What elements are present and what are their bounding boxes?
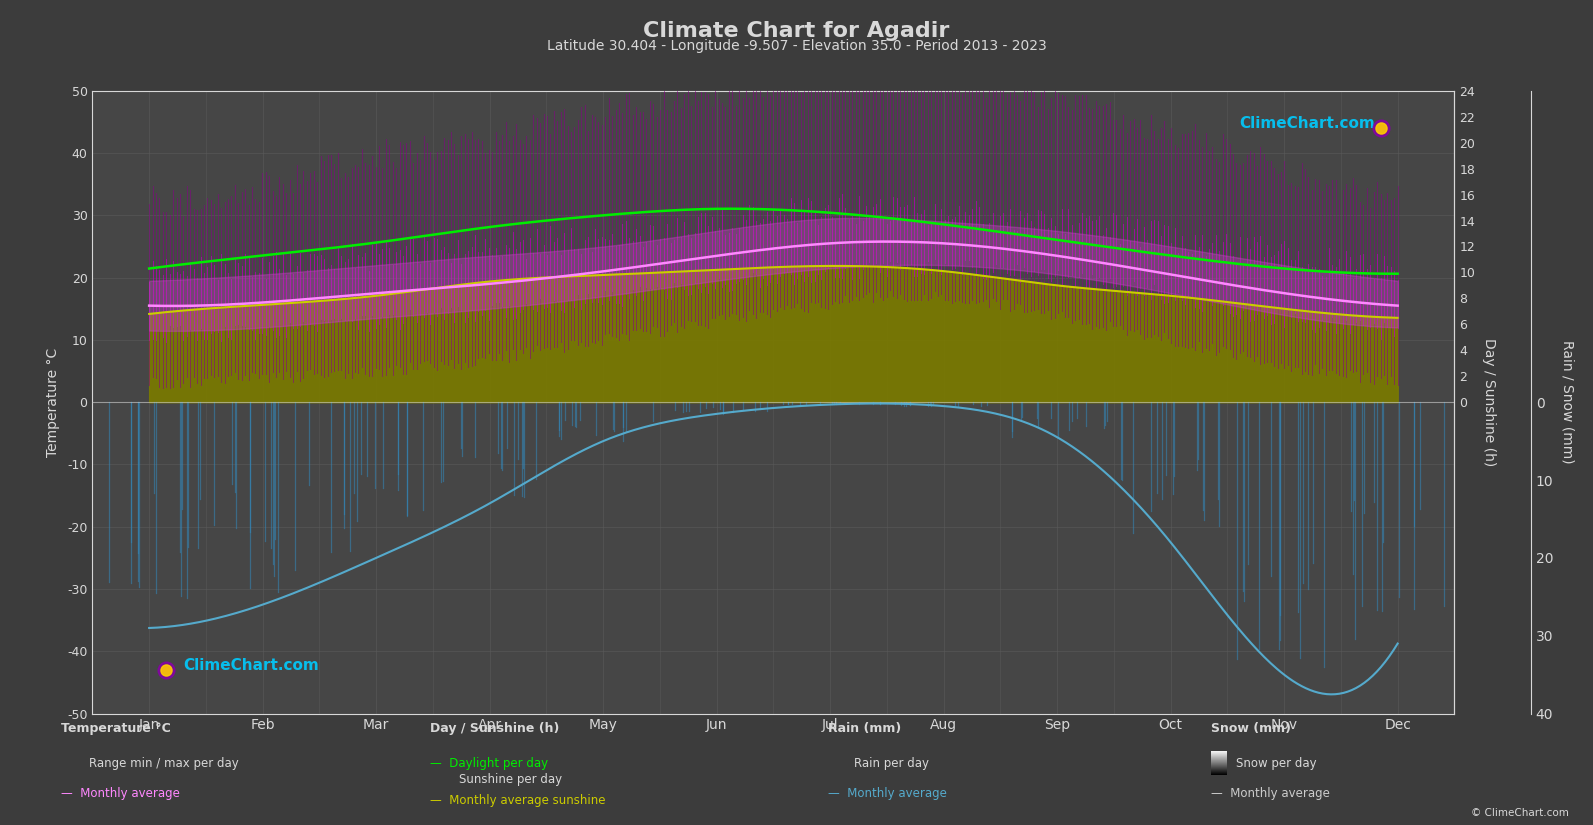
Text: Climate Chart for Agadir: Climate Chart for Agadir (644, 21, 949, 40)
Text: Sunshine per day: Sunshine per day (459, 773, 562, 786)
Text: Snow per day: Snow per day (1236, 757, 1317, 770)
Text: —  Monthly average sunshine: — Monthly average sunshine (430, 794, 605, 807)
Text: Day / Sunshine (h): Day / Sunshine (h) (430, 722, 559, 735)
Text: —  Monthly average: — Monthly average (1211, 787, 1330, 800)
Text: © ClimeChart.com: © ClimeChart.com (1472, 808, 1569, 818)
Text: Range min / max per day: Range min / max per day (89, 757, 239, 770)
Y-axis label: Rain / Snow (mm): Rain / Snow (mm) (1560, 341, 1574, 464)
Text: ClimeChart.com: ClimeChart.com (183, 658, 319, 673)
Text: Rain (mm): Rain (mm) (828, 722, 902, 735)
Text: Temperature °C: Temperature °C (61, 722, 170, 735)
Y-axis label: Day / Sunshine (h): Day / Sunshine (h) (1481, 338, 1496, 466)
Text: Latitude 30.404 - Longitude -9.507 - Elevation 35.0 - Period 2013 - 2023: Latitude 30.404 - Longitude -9.507 - Ele… (546, 39, 1047, 53)
Text: —  Monthly average: — Monthly average (828, 787, 948, 800)
Text: —  Monthly average: — Monthly average (61, 787, 180, 800)
Y-axis label: Temperature °C: Temperature °C (46, 347, 61, 457)
Text: Rain per day: Rain per day (854, 757, 929, 770)
Text: Snow (mm): Snow (mm) (1211, 722, 1290, 735)
Text: ClimeChart.com: ClimeChart.com (1239, 116, 1375, 131)
Text: —  Daylight per day: — Daylight per day (430, 757, 548, 770)
